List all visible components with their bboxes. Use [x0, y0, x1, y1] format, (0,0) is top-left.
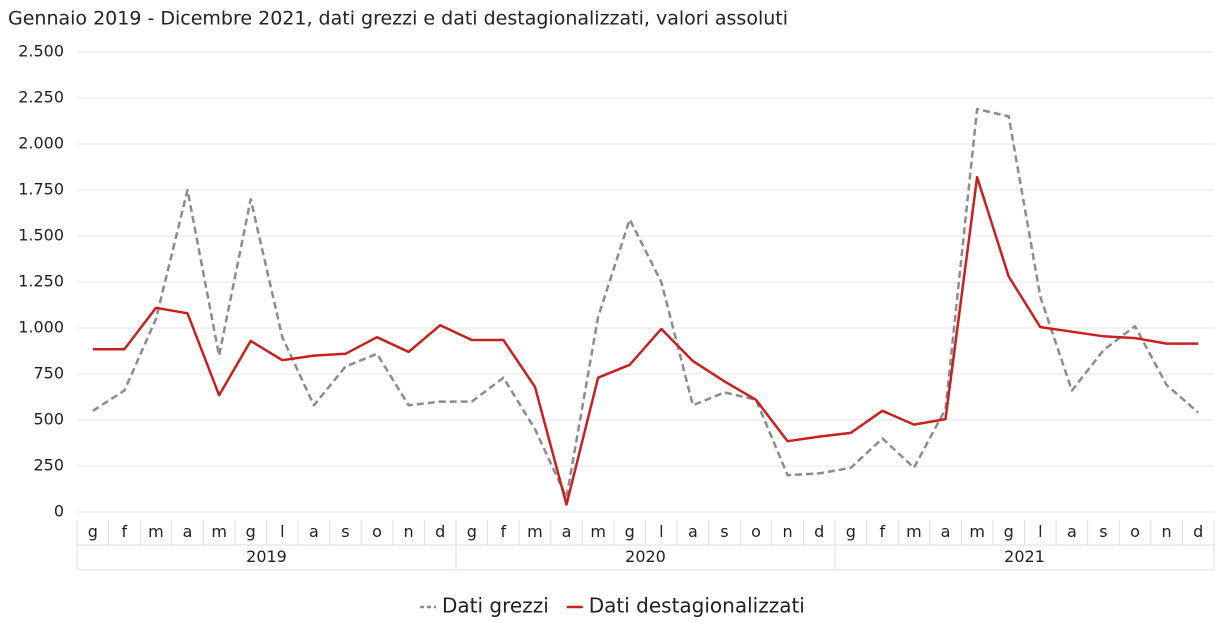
y-tick-label: 750 [33, 364, 64, 383]
x-tick-label: a [941, 522, 951, 541]
y-tick-label: 1.500 [18, 226, 64, 245]
x-tick-label: s [341, 522, 349, 541]
series-line [92, 107, 1200, 499]
x-tick-label: o [1130, 522, 1140, 541]
y-tick-label: 1.750 [18, 180, 64, 199]
y-tick-label: 1.250 [18, 272, 64, 291]
x-tick-label: m [211, 522, 227, 541]
x-tick-label: f [880, 522, 886, 541]
x-tick-label: s [720, 522, 728, 541]
x-tick-label: g [846, 522, 856, 541]
x-tick-label: a [562, 522, 572, 541]
x-tick-label: g [467, 522, 477, 541]
x-tick-label: f [122, 522, 128, 541]
x-tick-label: l [659, 522, 663, 541]
x-tick-label: s [1099, 522, 1107, 541]
chart-title: Gennaio 2019 - Dicembre 2021, dati grezz… [8, 8, 788, 30]
year-label: 2021 [1004, 547, 1045, 566]
x-tick-label: a [1067, 522, 1077, 541]
y-tick-label: 2.500 [18, 42, 64, 61]
x-tick-label: d [814, 522, 824, 541]
x-tick-label: m [590, 522, 606, 541]
x-tick-label: m [148, 522, 164, 541]
y-tick-label: 2.000 [18, 134, 64, 153]
x-tick-label: l [280, 522, 284, 541]
series-line [92, 175, 1199, 506]
y-tick-label: 250 [33, 456, 64, 475]
y-tick-label: 2.250 [18, 88, 64, 107]
x-tick-label: l [1038, 522, 1042, 541]
x-tick-label: f [501, 522, 507, 541]
x-tick-label: o [751, 522, 761, 541]
x-tick-label: n [783, 522, 793, 541]
y-tick-label: 500 [33, 410, 64, 429]
year-label: 2019 [246, 547, 287, 566]
x-tick-label: g [1004, 522, 1014, 541]
legend-label: Dati destagionalizzati [589, 594, 805, 618]
year-label: 2020 [625, 547, 666, 566]
x-tick-label: a [183, 522, 193, 541]
y-tick-label: 1.000 [18, 318, 64, 337]
legend-label: Dati grezzi [442, 594, 549, 618]
x-tick-label: g [625, 522, 635, 541]
x-tick-label: m [527, 522, 543, 541]
x-tick-label: n [1162, 522, 1172, 541]
x-tick-label: m [969, 522, 985, 541]
x-tick-label: o [372, 522, 382, 541]
x-tick-label: n [404, 522, 414, 541]
y-tick-label: 0 [54, 502, 64, 521]
x-tick-label: d [435, 522, 445, 541]
x-tick-label: a [309, 522, 319, 541]
x-tick-label: d [1193, 522, 1203, 541]
x-tick-label: g [88, 522, 98, 541]
x-tick-label: g [246, 522, 256, 541]
x-tick-label: m [906, 522, 922, 541]
x-tick-label: a [688, 522, 698, 541]
